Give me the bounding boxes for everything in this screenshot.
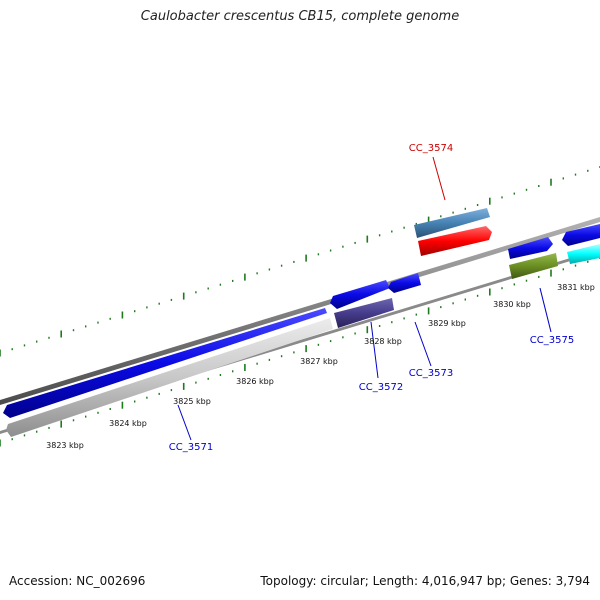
gene-cc-3574-red[interactable] xyxy=(418,226,492,256)
gene-cc-3575-reverse[interactable] xyxy=(509,253,558,279)
gene-forward-right[interactable] xyxy=(562,224,600,246)
gene-label-cc-3572[interactable]: CC_3572 xyxy=(359,382,403,393)
tick-row-lower xyxy=(0,257,600,447)
gene-cc-3572-forward[interactable] xyxy=(330,280,390,309)
callout-line-cc-3575 xyxy=(539,287,552,333)
kbp-label-3830: 3830 kbp xyxy=(493,300,531,309)
kbp-label-3825: 3825 kbp xyxy=(173,397,211,406)
kbp-label-3829: 3829 kbp xyxy=(428,319,466,328)
gene-label-cc-3573[interactable]: CC_3573 xyxy=(409,368,453,379)
gene-cc-3571-forward[interactable] xyxy=(3,308,327,418)
callout-line-cc-3571 xyxy=(177,404,192,441)
map-title: Caulobacter crescentus CB15, complete ge… xyxy=(140,9,460,24)
kbp-label-3831: 3831 kbp xyxy=(557,283,595,292)
gene-cc-3574-steel[interactable] xyxy=(414,208,490,238)
gene-cc-3572-reverse[interactable] xyxy=(334,298,394,328)
gene-label-cc-3574[interactable]: CC_3574 xyxy=(409,143,453,154)
gene-label-cc-3571[interactable]: CC_3571 xyxy=(169,442,213,453)
kbp-label-3827: 3827 kbp xyxy=(300,357,338,366)
kbp-label-3828: 3828 kbp xyxy=(364,337,402,346)
kbp-label-3826: 3826 kbp xyxy=(236,377,274,386)
callout-line-cc-3574 xyxy=(432,156,446,201)
tick-row-upper xyxy=(0,166,600,357)
callout-line-cc-3572 xyxy=(370,321,379,379)
gene-cc-3573-forward[interactable] xyxy=(388,273,421,293)
gene-cc-3575-forward[interactable] xyxy=(508,237,553,259)
gene-label-cc-3575[interactable]: CC_3575 xyxy=(530,335,574,346)
accession-text: Accession: NC_002696 xyxy=(9,574,146,588)
gene-cc-3571-reverse[interactable] xyxy=(6,318,333,437)
kbp-label-3823: 3823 kbp xyxy=(46,441,84,450)
genome-backbone xyxy=(0,217,600,405)
gene-reverse-right[interactable] xyxy=(567,244,600,264)
callout-line-cc-3573 xyxy=(414,321,432,367)
kbp-label-3824: 3824 kbp xyxy=(109,419,147,428)
genome-summary-text: Topology: circular; Length: 4,016,947 bp… xyxy=(260,574,590,588)
